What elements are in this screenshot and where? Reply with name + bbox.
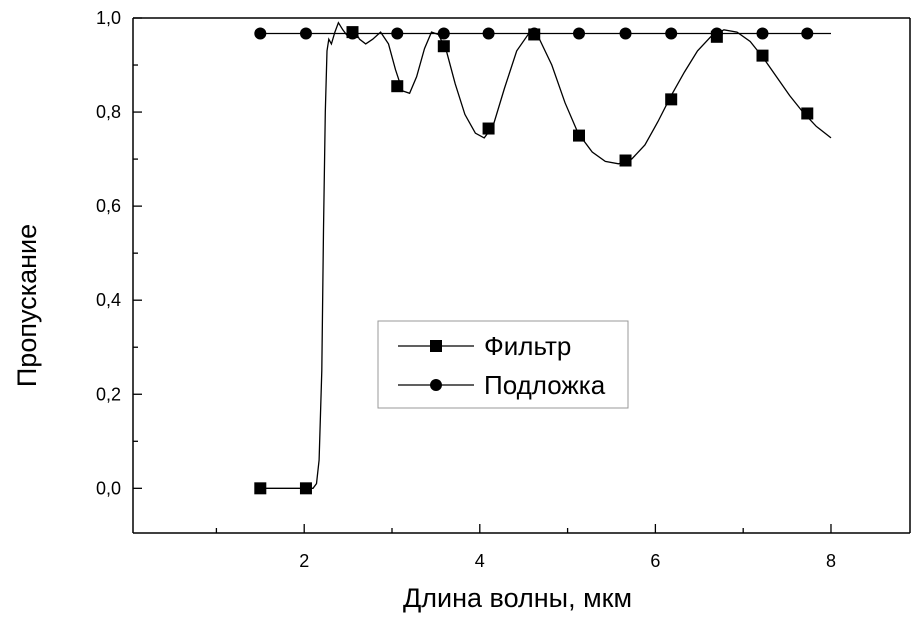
legend-marker-circle bbox=[430, 379, 442, 391]
substrate-marker bbox=[756, 27, 769, 40]
substrate-marker bbox=[619, 27, 632, 40]
y-tick-label: 1,0 bbox=[96, 8, 121, 28]
filter-marker bbox=[391, 80, 404, 93]
filter-marker bbox=[254, 482, 267, 495]
legend-marker-square bbox=[430, 340, 442, 352]
substrate-marker bbox=[299, 27, 312, 40]
x-tick-label: 8 bbox=[826, 551, 836, 571]
x-tick-label: 2 bbox=[299, 551, 309, 571]
y-tick-label: 0,0 bbox=[96, 478, 121, 498]
x-tick-label: 4 bbox=[475, 551, 485, 571]
legend-label-substrate: Подложка bbox=[484, 370, 606, 400]
substrate-marker bbox=[801, 27, 814, 40]
substrate-marker bbox=[710, 27, 723, 40]
filter-marker bbox=[299, 482, 312, 495]
substrate-marker bbox=[528, 27, 541, 40]
substrate-marker bbox=[573, 27, 586, 40]
y-tick-label: 0,6 bbox=[96, 196, 121, 216]
x-axis-ticks: 2 4 6 8 bbox=[215, 524, 836, 571]
filter-line bbox=[260, 21, 832, 489]
filter-marker bbox=[665, 93, 678, 106]
y-tick-label: 0,2 bbox=[96, 384, 121, 404]
filter-marker bbox=[756, 49, 769, 62]
substrate-marker bbox=[482, 27, 495, 40]
x-tick-label: 6 bbox=[650, 551, 660, 571]
substrate-marker bbox=[391, 27, 404, 40]
y-tick-label: 0,4 bbox=[96, 290, 121, 310]
filter-marker bbox=[482, 122, 495, 135]
x-axis-title: Длина волны, мкм bbox=[403, 583, 632, 613]
substrate-marker bbox=[665, 27, 678, 40]
data-series bbox=[254, 21, 832, 495]
filter-marker bbox=[573, 129, 586, 142]
y-tick-label: 0,8 bbox=[96, 102, 121, 122]
substrate-marker bbox=[254, 27, 267, 40]
y-axis-ticks: 0,0 0,2 0,4 0,6 0,8 1,0 bbox=[96, 8, 142, 498]
legend-box bbox=[377, 320, 629, 409]
substrate-marker bbox=[437, 27, 450, 40]
legend-label-filter: Фильтр bbox=[484, 331, 571, 361]
filter-marker bbox=[437, 40, 450, 53]
y-axis-title: Пропускание bbox=[12, 224, 42, 387]
axes: 2 4 6 8 0,0 0,2 0,4 0,6 0,8 1,0 bbox=[96, 8, 911, 571]
legend: Фильтр Подложка bbox=[377, 320, 629, 409]
substrate-marker bbox=[346, 27, 359, 40]
filter-marker bbox=[619, 154, 632, 167]
filter-marker bbox=[801, 107, 814, 120]
